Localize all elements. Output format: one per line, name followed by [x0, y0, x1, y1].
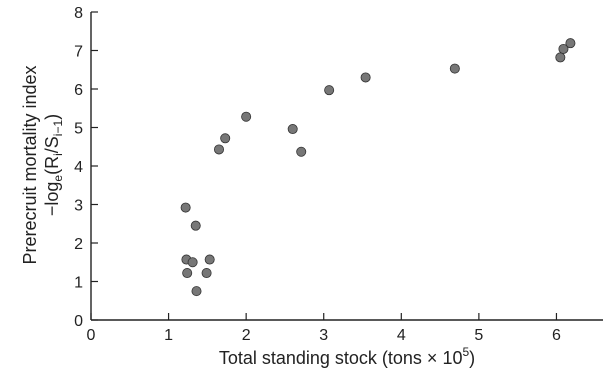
y-tick-label: 6	[74, 82, 83, 99]
x-tick-label: 2	[242, 327, 251, 344]
y-tick-label: 5	[74, 121, 83, 138]
x-tick-label: 1	[164, 327, 173, 344]
data-point	[182, 268, 193, 279]
data-point	[241, 111, 252, 122]
data-point	[191, 286, 202, 297]
data-point	[204, 254, 215, 265]
y-tick-label: 0	[74, 313, 83, 330]
x-tick-label: 5	[474, 327, 483, 344]
data-point	[287, 124, 298, 135]
y-tick-label: 4	[74, 159, 83, 176]
data-point	[220, 133, 231, 144]
y-tick-label: 8	[74, 5, 83, 22]
data-point	[558, 43, 569, 54]
data-point	[187, 257, 198, 268]
data-point	[555, 52, 566, 63]
data-point	[296, 146, 307, 157]
data-point	[324, 85, 335, 96]
x-tick-label: 0	[87, 327, 96, 344]
data-point	[201, 268, 212, 279]
y-tick-label: 3	[74, 198, 83, 215]
data-point	[565, 38, 576, 49]
data-point	[180, 202, 191, 213]
x-axis-label: Total standing stock (tons × 105)	[219, 345, 475, 368]
x-tick-label: 6	[552, 327, 561, 344]
y-tick-label: 2	[74, 236, 83, 253]
y-tick-label: 7	[74, 44, 83, 61]
data-point	[190, 220, 201, 231]
x-tick-label: 4	[397, 327, 406, 344]
data-point	[360, 72, 371, 83]
data-point	[213, 144, 224, 155]
y-tick-label: 1	[74, 275, 83, 292]
y-axis-label-line1: Prerecruit mortality index	[20, 65, 40, 264]
data-point	[449, 63, 460, 74]
y-axis-label-line2: −loge(Ri/Si−1)	[42, 114, 65, 216]
x-tick-label: 3	[319, 327, 328, 344]
